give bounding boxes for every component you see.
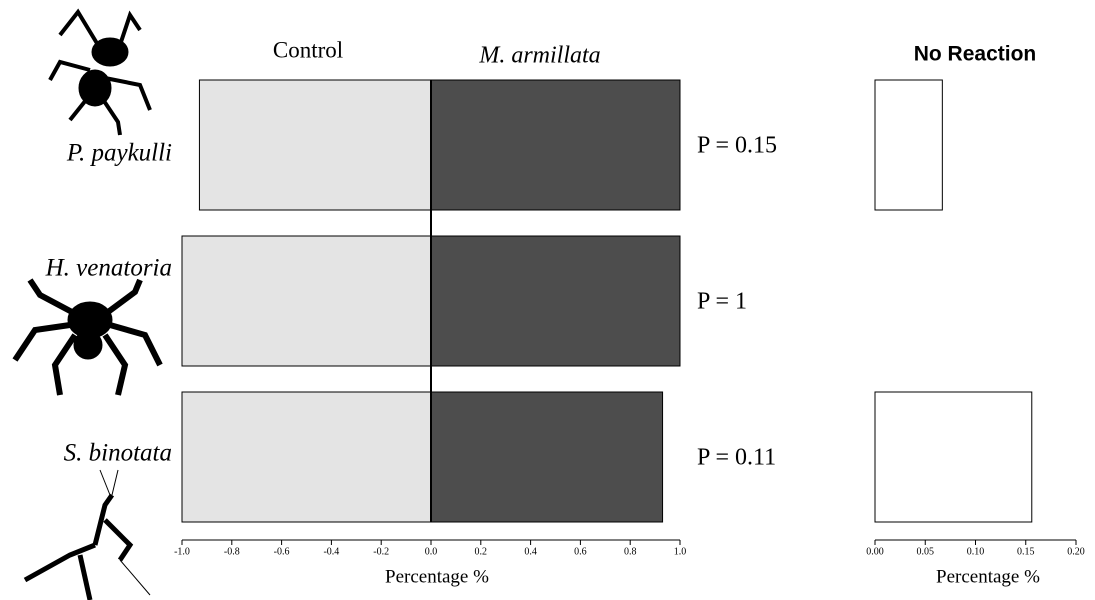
x-tick-label: 0.00 xyxy=(866,546,884,557)
x-tick-label: 0.20 xyxy=(1067,546,1085,557)
bar xyxy=(430,235,681,367)
x-tick-label: 0.6 xyxy=(574,546,587,557)
spider-icon xyxy=(12,278,163,396)
x-tick-label: -0.4 xyxy=(323,546,339,557)
x-tick-label: 0.4 xyxy=(524,546,537,557)
x-axis-label: Percentage % xyxy=(385,566,489,587)
series-header: Control xyxy=(273,37,343,62)
bar xyxy=(181,235,432,367)
category-label: P. paykulli xyxy=(66,140,172,167)
x-tick-label: 0.15 xyxy=(1017,546,1035,557)
category-label: S. binotata xyxy=(64,440,172,467)
x-tick-label: 0.10 xyxy=(967,546,985,557)
p-value: P = 1 xyxy=(697,289,747,315)
bar xyxy=(874,79,943,211)
chart-title: No Reaction xyxy=(914,43,1037,66)
mantis-icon xyxy=(23,469,151,600)
bar xyxy=(198,79,432,211)
bar xyxy=(430,391,664,523)
p-value: P = 0.11 xyxy=(697,445,776,471)
bar xyxy=(430,79,681,211)
x-tick-label: -0.2 xyxy=(373,546,389,557)
bar xyxy=(181,391,432,523)
bar xyxy=(874,391,1033,523)
x-tick-label: 1.0 xyxy=(674,546,687,557)
x-tick-label: 0.0 xyxy=(425,546,438,557)
x-axis-label: Percentage % xyxy=(936,566,1040,587)
x-tick-label: -0.8 xyxy=(224,546,240,557)
p-value: P = 0.15 xyxy=(697,133,777,159)
category-label: H. venatoria xyxy=(45,255,172,282)
x-tick-label: 0.2 xyxy=(475,546,488,557)
x-tick-label: -0.6 xyxy=(274,546,290,557)
x-tick-label: 0.8 xyxy=(624,546,637,557)
spider-icon xyxy=(48,8,152,136)
series-header: M. armillata xyxy=(478,43,600,69)
x-tick-label: 0.05 xyxy=(917,546,935,557)
x-tick-label: -1.0 xyxy=(174,546,190,557)
